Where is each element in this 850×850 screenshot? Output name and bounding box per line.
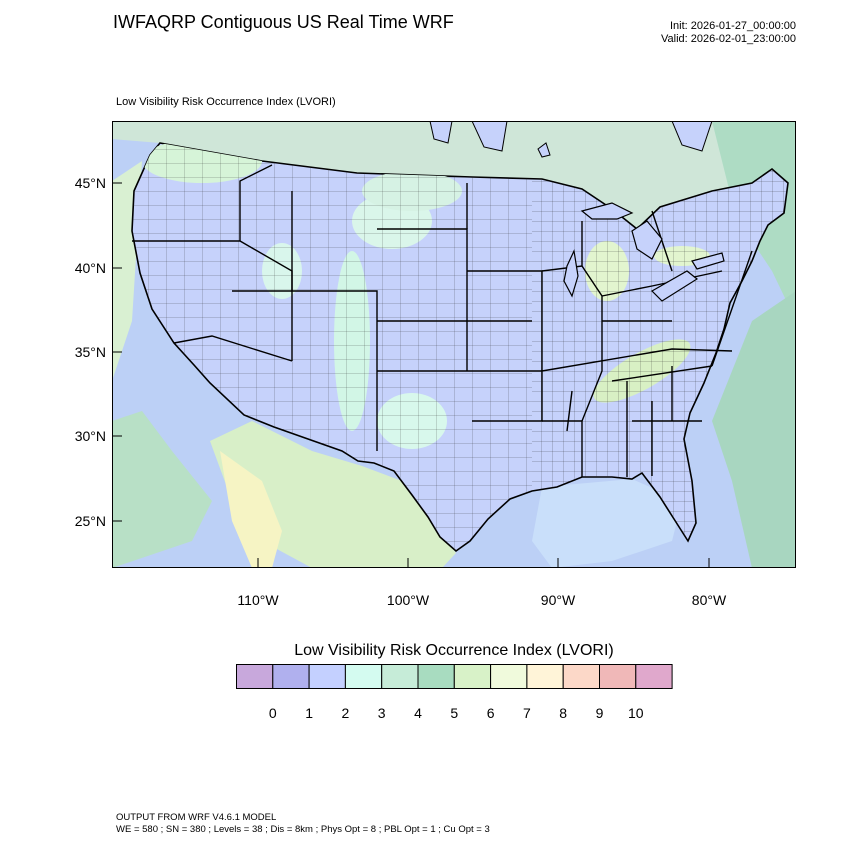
canada-lakes: [429, 121, 713, 158]
lon-label-110w: 110°W: [237, 592, 279, 608]
state-boundaries: [132, 164, 753, 477]
lat-label-25n: 25°N: [74, 513, 106, 529]
colorbar-box: [599, 664, 637, 689]
colorbar-title: Low Visibility Risk Occurrence Index (LV…: [294, 642, 614, 659]
colorbar-box: [562, 664, 601, 689]
plot-title: IWFAQRP Contiguous US Real Time WRF: [113, 12, 454, 32]
colorbar-tick-label: 10: [628, 705, 644, 721]
mexico-desert: [220, 451, 282, 568]
colorbar-box: [635, 664, 673, 689]
pacific-mexico-terrain: [112, 411, 212, 568]
lat-label-40n: 40°N: [74, 260, 106, 276]
model-info-line2: WE = 580 ; SN = 380 ; Levels = 38 ; Dis …: [116, 824, 490, 835]
colorbar-box: [272, 664, 310, 689]
colorbar-box: [381, 664, 419, 689]
colorbar-box: [490, 664, 528, 689]
colorbar-box: [308, 664, 346, 689]
colorbar-tick-label: 6: [486, 705, 495, 721]
colorbar-tick-label: 0: [268, 705, 277, 721]
map-frame: [112, 121, 796, 568]
colorbar-tick-label: 8: [559, 705, 568, 721]
colorbar-box: [344, 664, 383, 689]
colorbar-tick-label: 3: [377, 705, 386, 721]
canada-region: [112, 121, 796, 229]
lat-label-45n: 45°N: [74, 175, 106, 191]
colorbar-tick-label: 2: [341, 705, 350, 721]
model-info-line1: OUTPUT FROM WRF V4.6.1 MODEL: [116, 812, 277, 823]
colorbar-box: [526, 664, 564, 689]
map-panel: [112, 121, 796, 568]
atlantic-terrain: [712, 291, 796, 568]
lon-label-80w: 80°W: [691, 592, 727, 608]
graticule-ticks: [112, 182, 710, 568]
valid-time: Valid: 2026-02-01_23:00:00: [661, 33, 796, 45]
init-time: Init: 2026-01-27_00:00:00: [670, 20, 796, 32]
colorbar-tick-label: 1: [305, 705, 313, 721]
great-lakes: [563, 202, 725, 302]
lat-label-35n: 35°N: [74, 344, 106, 360]
lon-label-90w: 90°W: [540, 592, 576, 608]
colorbar-tick-label: 5: [450, 705, 459, 721]
lat-label-30n: 30°N: [74, 428, 106, 444]
colorbar-tick-label: 7: [522, 705, 531, 721]
model-info: OUTPUT FROM WRF V4.6.1 MODEL WE = 580 ; …: [116, 812, 490, 836]
colorbar: [236, 664, 673, 689]
field-label: Low Visibility Risk Occurrence Index (LV…: [116, 96, 336, 108]
lon-label-100w: 100°W: [386, 592, 430, 608]
colorbar-tick-label: 9: [595, 705, 604, 721]
colorbar-box: [453, 664, 492, 689]
colorbar-box: [417, 664, 455, 689]
gulf-of-mexico: [532, 479, 682, 568]
colorbar-box: [236, 664, 274, 689]
colorbar-tick-label: 4: [414, 705, 422, 721]
